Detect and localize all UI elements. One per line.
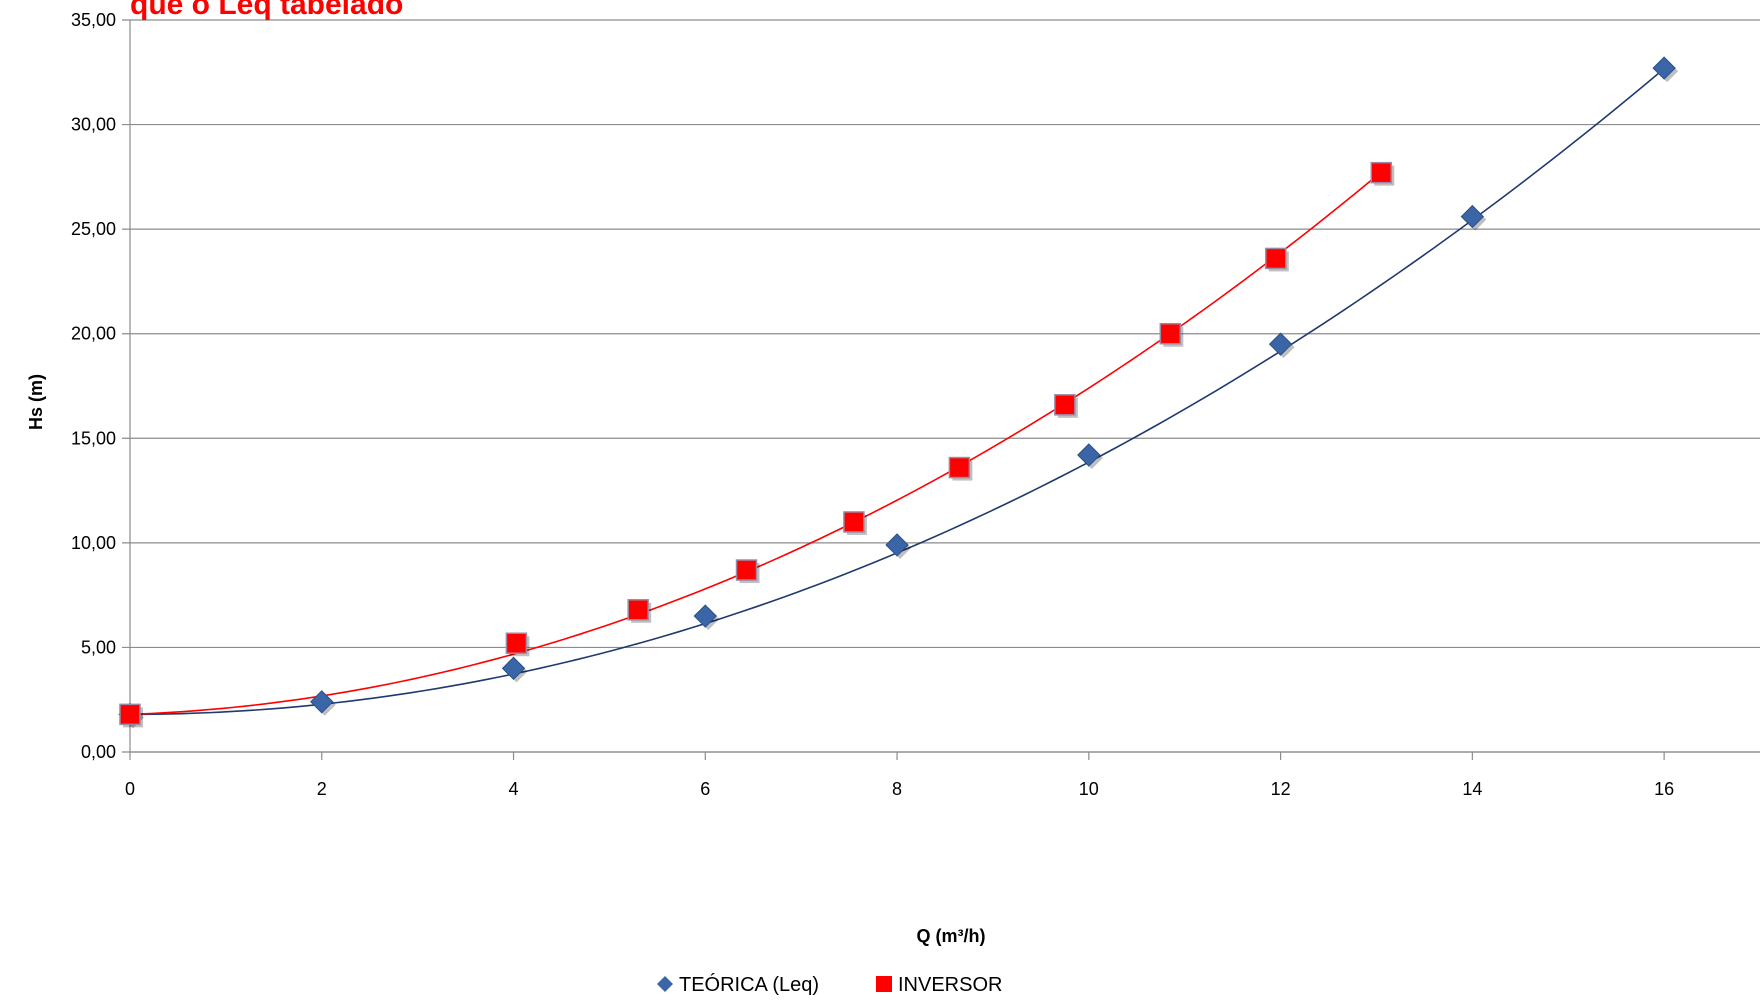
axis-layer: 0,00 5,00 10,00 15,00 20,00 25,00 30,00 35,00 0 2…	[71, 10, 1760, 799]
data-point	[1370, 161, 1393, 184]
series-layer	[118, 56, 1679, 729]
legend-label: TEÓRICA (Leq)	[679, 973, 819, 996]
data-point	[735, 559, 758, 581]
legend-marker	[657, 976, 673, 992]
data-point	[119, 703, 141, 726]
data-point	[885, 533, 909, 557]
x-axis-title: Q (m³/h)	[917, 926, 986, 946]
x-tick-label: 8	[892, 779, 902, 799]
data-point	[1265, 247, 1287, 270]
x-tick-label: 14	[1462, 779, 1482, 799]
data-point	[1159, 322, 1182, 345]
y-tick-label: 15,00	[71, 428, 116, 448]
x-tick-label: 12	[1271, 779, 1291, 799]
data-point	[627, 599, 649, 621]
x-tick-label: 4	[509, 779, 519, 799]
y-tick-label: 20,00	[71, 324, 116, 344]
chart-title: que o Leq tabelado	[130, 0, 403, 21]
y-tick-label: 10,00	[71, 533, 116, 553]
y-tick-label: 5,00	[81, 637, 116, 657]
series-line-1	[129, 68, 1665, 716]
x-tick-label: 16	[1654, 779, 1674, 799]
x-tick-label: 0	[125, 779, 135, 799]
data-point	[1077, 443, 1101, 467]
grid-layer	[122, 19, 1760, 753]
data-point	[1652, 56, 1676, 80]
y-tick-label: 25,00	[71, 219, 116, 239]
series-line-2	[129, 171, 1382, 716]
data-point	[1268, 332, 1293, 356]
y-tick-label: 35,00	[71, 10, 116, 30]
x-tick-label: 6	[700, 779, 710, 799]
data-point	[505, 632, 528, 654]
legend-label: INVERSOR	[898, 974, 1002, 996]
y-tick-label: 0,00	[81, 742, 116, 762]
y-tick-label: 30,00	[71, 115, 116, 135]
data-point	[1054, 394, 1076, 416]
data-point	[843, 511, 865, 533]
data-point	[1460, 204, 1485, 229]
data-point	[693, 604, 718, 628]
legend-marker	[876, 976, 892, 992]
y-axis-title: Hs (m)	[26, 374, 46, 430]
data-point	[501, 656, 526, 681]
x-tick-label: 10	[1079, 779, 1099, 799]
legend: TEÓRICA (Leq) INVERSOR	[657, 973, 1002, 996]
data-point	[948, 456, 971, 479]
data-point	[310, 690, 334, 714]
x-tick-label: 2	[317, 779, 327, 799]
